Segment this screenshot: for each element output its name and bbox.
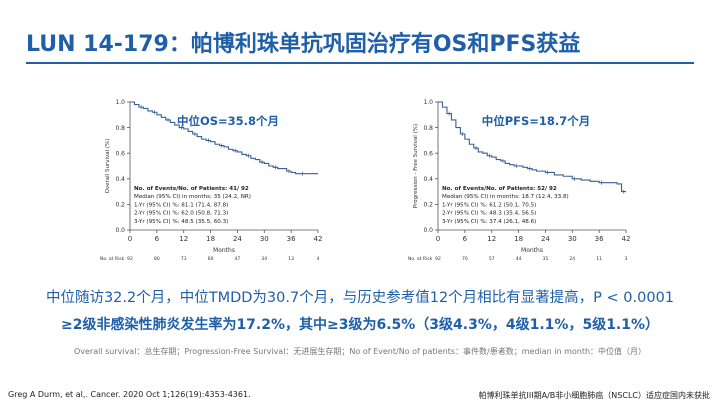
median-callout: 中位PFS=18.7个月 [482, 114, 591, 128]
stats-line: 3-Yr (95% CI) %: 37.4 (26.1, 48.6) [442, 219, 536, 225]
risk-count: 70 [462, 256, 468, 262]
risk-count: 73 [181, 256, 187, 262]
y-tick-label: 0.2 [423, 202, 433, 209]
x-tick-label: 6 [155, 235, 160, 243]
x-tick-label: 6 [463, 235, 468, 243]
x-tick-label: 12 [487, 235, 496, 243]
stats-line: Median (95% CI) in months: 35 (24.2, NR) [134, 194, 251, 200]
y-tick-label: 0.8 [115, 125, 125, 132]
y-tick-label: 0.4 [115, 176, 125, 183]
risk-count: 13 [288, 256, 294, 262]
risk-count: 80 [154, 256, 160, 262]
page-title: LUN 14-179：帕博利珠单抗巩固治疗有OS和PFS获益 [26, 32, 581, 57]
median-callout: 中位OS=35.8个月 [177, 114, 279, 128]
x-tick-label: 24 [541, 235, 550, 243]
x-axis-label: Months [521, 247, 543, 254]
x-tick-label: 36 [287, 235, 296, 243]
risk-count: 57 [489, 256, 495, 262]
x-tick-label: 36 [595, 235, 604, 243]
overall-survival-chart: 0.0 0.2 0.4 0.6 0.8 1.0 0 6 12 18 24 30 36 42 Months Ov… [100, 99, 323, 262]
y-tick-label: 0.6 [423, 150, 433, 157]
risk-count: 35 [543, 256, 549, 262]
y-tick-label: 1.0 [115, 99, 125, 106]
risk-count: 92 [127, 256, 133, 262]
stats-line: No. of Events/No. of Patients: 52/ 92 [442, 186, 557, 192]
survival-curve [130, 101, 318, 175]
abbreviations-note: Overall survival：总生存期；Progression-Free S… [73, 347, 647, 356]
reference-citation: Greg A Durm, et al,. Cancer. 2020 Oct 1;… [8, 390, 251, 399]
x-tick-label: 18 [206, 235, 215, 243]
risk-count: 24 [569, 256, 575, 262]
follow-up-note: 中位随访32.2个月，中位TMDD为30.7个月，与历史参考值12个月相比有显著… [45, 290, 675, 306]
risk-count: 3 [625, 256, 628, 262]
x-tick-label: 0 [436, 235, 440, 243]
stats-line: 2-Yr (95% CI) %: 48.3 (35.4, 56.5) [442, 211, 536, 217]
stats-line: No. of Events/No. of Patients: 41/ 92 [134, 186, 249, 192]
x-tick-label: 18 [514, 235, 523, 243]
risk-count: 11 [596, 256, 602, 262]
stats-line: 3-Yr (95% CI) %: 48.5 (35.5, 60.3) [134, 219, 228, 225]
progression-free-survival-chart: 0.0 0.2 0.4 0.6 0.8 1.0 0 6 12 18 24 30 36 42 Months Pr… [408, 99, 631, 262]
risk-count: 47 [235, 256, 241, 262]
y-tick-label: 0.0 [115, 227, 125, 234]
x-tick-label: 42 [314, 235, 323, 243]
indication-disclaimer: 帕博利珠单抗III期A/B非小细胞肺癌（NSCLC）适应症国内未获批 [478, 391, 710, 400]
stats-line: 2-Yr (95% CI) %: 62.0 (50.8, 71.3) [134, 211, 228, 217]
x-tick-label: 30 [568, 235, 577, 243]
x-tick-label: 24 [233, 235, 242, 243]
risk-count: 4 [317, 256, 320, 262]
stats-line: 1-Yr (95% CI) %: 61.2 (50.1, 70.5) [442, 202, 536, 208]
y-axis-label: Overall Survival (%) [105, 139, 111, 194]
risk-table-label: No. at Risk [408, 256, 433, 262]
risk-count: 44 [516, 256, 522, 262]
y-tick-label: 0.2 [115, 202, 125, 209]
y-tick-label: 0.8 [423, 125, 433, 132]
x-tick-label: 0 [128, 235, 132, 243]
risk-count: 34 [261, 256, 267, 262]
y-tick-label: 0.6 [115, 150, 125, 157]
y-tick-label: 1.0 [423, 99, 433, 106]
stats-line: 1-Yr (95% CI) %: 81.1 (71.4, 87.8) [134, 202, 228, 208]
risk-table-label: No. at Risk [100, 256, 125, 262]
risk-count: 92 [435, 256, 441, 262]
y-tick-label: 0.4 [423, 176, 433, 183]
x-tick-label: 42 [622, 235, 631, 243]
y-axis-label: Progression - Free Survival (%) [413, 124, 419, 208]
x-tick-label: 30 [260, 235, 269, 243]
y-tick-label: 0.0 [423, 227, 433, 234]
stats-line: Median (95% CI) in months: 18.7 (12.4, 3… [442, 194, 569, 200]
risk-count: 60 [208, 256, 214, 262]
title-divider [26, 62, 694, 64]
x-tick-label: 12 [179, 235, 188, 243]
x-axis-label: Months [213, 247, 235, 254]
pneumonitis-note: ≥2级非感染性肺炎发生率为17.2%，其中≥3级为6.5%（3级4.3%，4级1… [60, 317, 660, 333]
